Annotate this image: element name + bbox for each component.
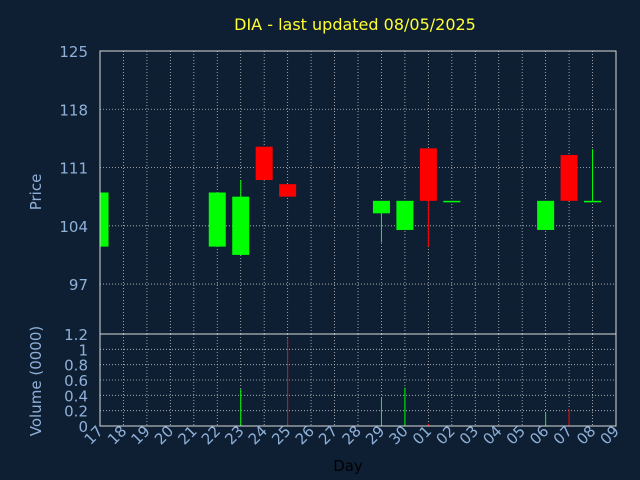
candles-layer xyxy=(99,146,602,255)
price-tick-label: 111 xyxy=(59,160,88,178)
candle-02 xyxy=(443,200,461,203)
candle-06 xyxy=(537,200,555,230)
candle-body xyxy=(419,148,437,201)
volume-layer xyxy=(240,337,570,426)
candle-body xyxy=(372,200,390,214)
volume-grid xyxy=(99,333,617,427)
volume-panel-frame xyxy=(99,333,617,427)
candle-body xyxy=(255,146,273,181)
candle-24 xyxy=(255,146,273,181)
candle-body xyxy=(584,200,602,203)
candle-23 xyxy=(232,180,250,255)
candle-08 xyxy=(584,149,602,203)
price-axis-label: Price xyxy=(27,174,45,211)
candle-body xyxy=(537,200,555,230)
x-axis: 1718192021222324252627282930010203040506… xyxy=(81,422,623,448)
candle-01 xyxy=(419,148,437,247)
candle-body xyxy=(100,192,109,247)
price-tick-label: 125 xyxy=(59,43,88,61)
candle-body xyxy=(443,200,461,203)
candle-body xyxy=(232,196,250,255)
candle-body xyxy=(208,192,226,247)
volume-tick-label: 0.8 xyxy=(64,357,88,375)
candle-30 xyxy=(396,200,414,230)
price-tick-label: 104 xyxy=(59,218,88,236)
volume-tick-label: 0.2 xyxy=(64,403,88,421)
candle-17 xyxy=(99,192,109,247)
candle-body xyxy=(560,155,578,201)
candle-07 xyxy=(560,155,578,201)
chart-title: DIA - last updated 08/05/2025 xyxy=(234,15,476,34)
price-axis: 125 118 111 104 97 xyxy=(59,43,617,335)
candle-25 xyxy=(279,184,297,197)
candle-body xyxy=(396,200,414,230)
price-tick-label: 97 xyxy=(69,276,88,294)
volume-axis-label: Volume (0000) xyxy=(27,326,45,436)
volume-axis: 1.210.80.60.40.20 xyxy=(64,326,617,436)
candle-22 xyxy=(208,192,226,247)
candle-29 xyxy=(372,200,390,243)
candle-body xyxy=(279,184,297,197)
volume-tick-label: 0.6 xyxy=(64,372,88,390)
volume-tick-label: 0.4 xyxy=(64,387,88,405)
price-tick-label: 118 xyxy=(59,101,88,119)
volume-tick-label: 1.2 xyxy=(64,326,88,344)
volume-tick-label: 0 xyxy=(78,418,88,436)
price-grid xyxy=(99,50,617,334)
volume-tick-label: 1 xyxy=(78,341,88,359)
x-axis-label: Day xyxy=(333,457,363,475)
